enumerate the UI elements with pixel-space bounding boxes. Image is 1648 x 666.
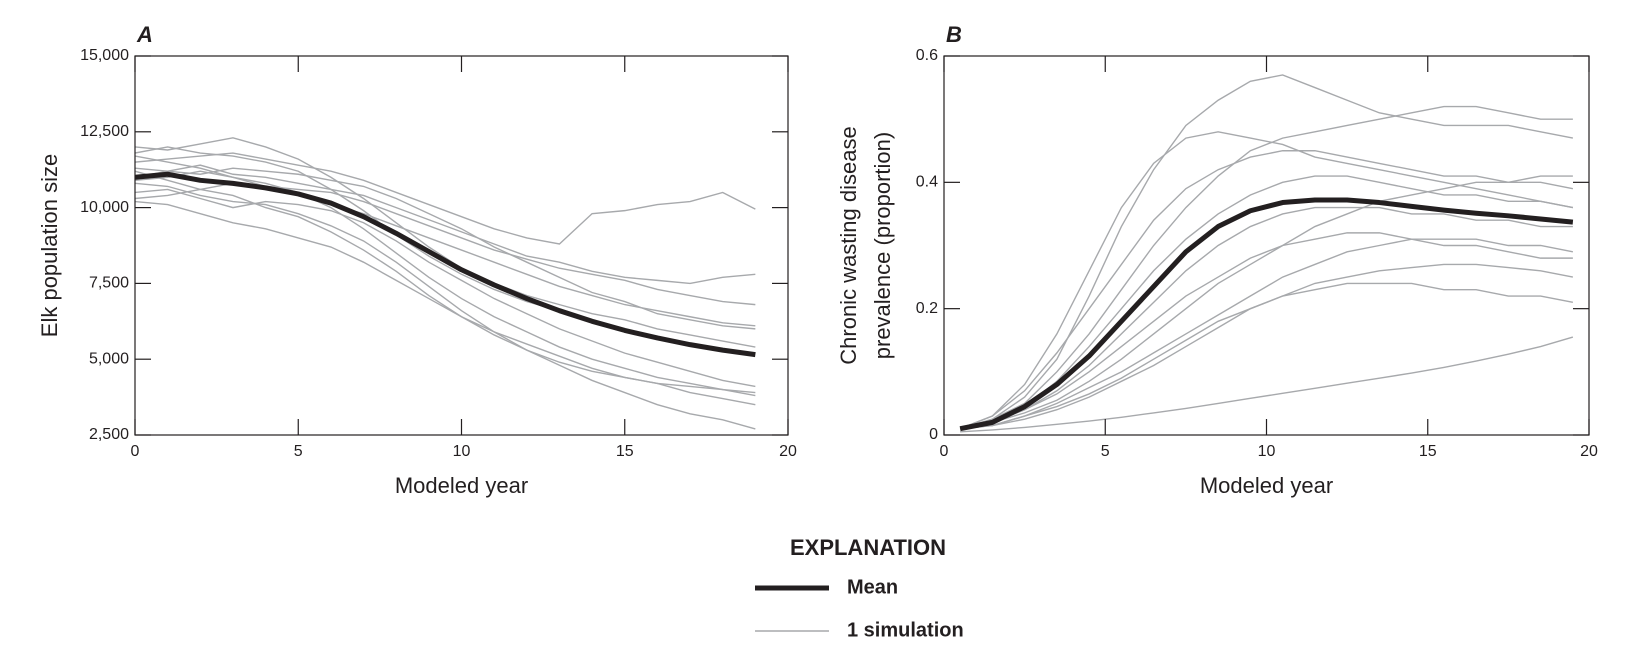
simulation-line — [959, 206, 1573, 430]
x-axis-label: Modeled year — [1200, 473, 1333, 498]
y-tick-label: 10,000 — [80, 199, 129, 216]
x-tick-label: 0 — [940, 443, 949, 460]
plot-area — [959, 74, 1574, 433]
y-tick-label: 2,500 — [89, 426, 129, 443]
y-tick-label: 0.4 — [916, 174, 938, 191]
x-tick-label: 5 — [294, 443, 303, 460]
legend-label: Mean — [847, 576, 898, 598]
y-tick-label: 15,000 — [80, 47, 129, 64]
x-tick-label: 20 — [779, 443, 797, 460]
plot-area — [135, 137, 756, 430]
simulation-line — [135, 164, 756, 285]
y-tick-label: 0.6 — [916, 47, 938, 64]
y-axis-label: Chronic wasting disease — [836, 126, 861, 364]
simulation-line — [135, 146, 756, 354]
mean-line — [959, 197, 1574, 432]
simulation-line — [959, 105, 1573, 430]
y-tick-label: 7,500 — [89, 275, 129, 292]
legend-label: 1 simulation — [847, 619, 964, 641]
x-tick-label: 5 — [1101, 443, 1110, 460]
panel-label: B — [946, 22, 962, 47]
x-axis-label: Modeled year — [395, 473, 528, 498]
x-tick-label: 10 — [1258, 443, 1276, 460]
x-tick-label: 15 — [616, 443, 634, 460]
simulation-line — [960, 263, 1574, 430]
y-tick-label: 0.2 — [916, 300, 938, 317]
y-axis-label: Elk population size — [37, 154, 62, 337]
x-tick-label: 0 — [131, 443, 140, 460]
simulation-line — [959, 175, 1574, 430]
simulation-line — [135, 167, 756, 330]
mean-line — [135, 171, 756, 358]
simulation-line — [135, 152, 756, 245]
simulation-line — [960, 282, 1574, 430]
simulation-line — [135, 137, 756, 348]
plot-frame — [134, 55, 789, 436]
simulation-line — [135, 188, 756, 388]
simulation-line — [959, 74, 1574, 430]
simulation-line — [959, 131, 1574, 430]
simulation-line — [135, 170, 756, 394]
panel-label: A — [136, 22, 153, 47]
x-tick-label: 20 — [1580, 443, 1598, 460]
x-tick-label: 10 — [453, 443, 471, 460]
y-axis-label: prevalence (proportion) — [870, 132, 895, 359]
simulation-line — [959, 150, 1574, 430]
simulation-line — [959, 175, 1573, 430]
simulation-line — [135, 182, 756, 430]
simulation-line — [135, 155, 756, 397]
legend-title: EXPLANATION — [790, 535, 946, 560]
y-tick-label: 12,500 — [80, 123, 129, 140]
simulation-line — [960, 238, 1574, 430]
y-tick-label: 0 — [929, 426, 938, 443]
y-tick-label: 5,000 — [89, 350, 129, 367]
x-tick-label: 15 — [1419, 443, 1437, 460]
simulation-line — [135, 170, 756, 327]
simulation-line — [959, 232, 1573, 430]
simulation-line — [960, 336, 1574, 433]
